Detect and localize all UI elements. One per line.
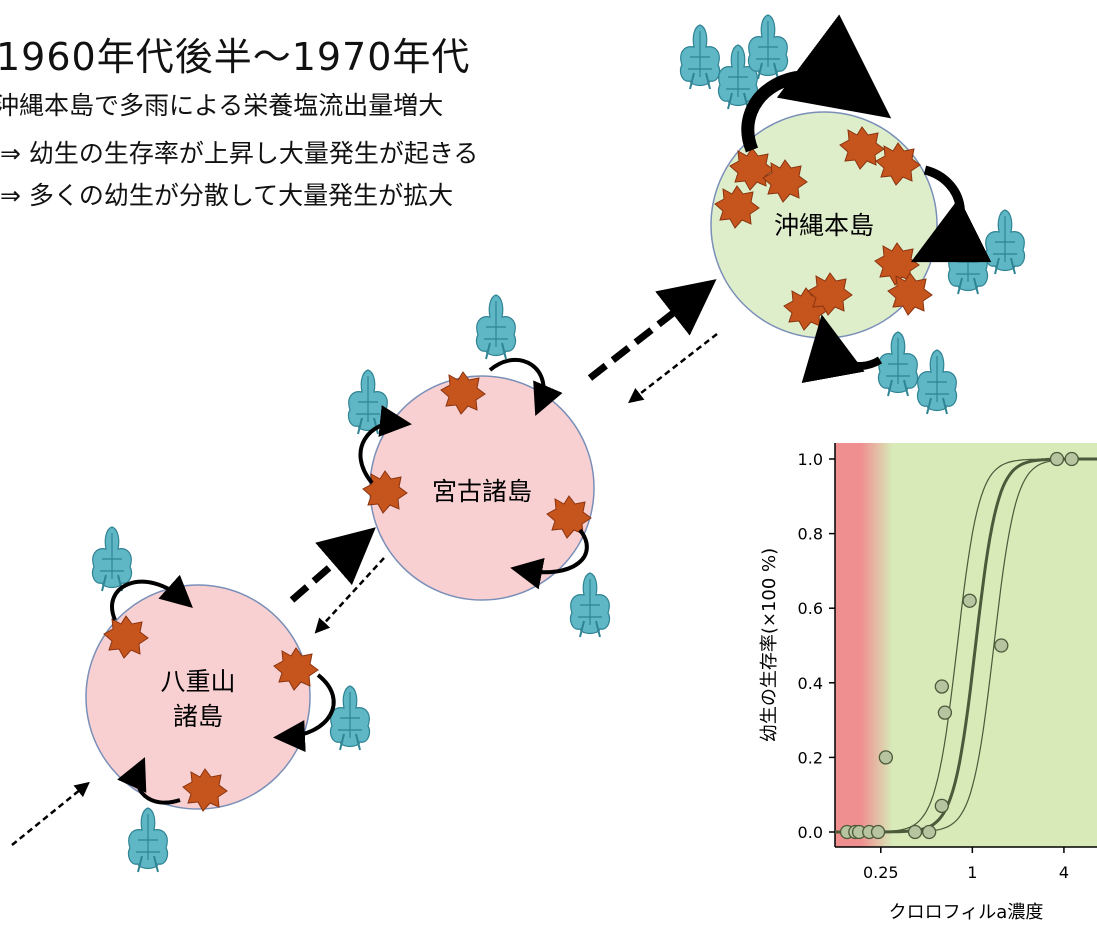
dispersal-arrow-minor [314,557,385,634]
cause-text: 沖縄本島で多雨による栄養塩流出量増大 [0,91,444,120]
dispersal-arrow-minor [11,781,90,846]
larva-icon [679,24,721,90]
y-tick-label: 1.0 [798,450,823,469]
data-point [1049,451,1065,467]
miyako-label: 宮古諸島 [432,477,532,506]
larva-icon [329,685,371,751]
larva-icon [984,209,1026,275]
larva-icon [916,349,958,415]
dispersal-arrow-major [587,279,717,381]
dispersal-arrow-major [289,527,376,603]
dispersal-arrow-minor [628,333,718,404]
effect-text-1: ⇒ 幼生の生存率が上昇し大量発生が起きる [0,139,479,168]
cycle-arrow [488,357,563,417]
data-point [870,824,886,840]
data-point [922,824,937,840]
data-point [962,593,977,608]
cycle-arrow [910,165,992,263]
larva-icon [475,294,517,360]
data-point [934,679,949,694]
y-tick-label: 0.6 [798,599,823,618]
survival-chart: 0.0 0.2 0.4 0.6 0.8 1.0 0.25 1 4 クロロフィルa濃度 幼生の生存… [759,443,1097,923]
y-axis-label: 幼生の生存率(×100 %) [759,548,780,742]
larva-icon [127,807,169,873]
cycle-arrow [117,757,181,805]
larva-icon [569,572,611,638]
y-tick-label: 0.8 [798,525,823,544]
data-point [994,638,1009,653]
y-tick-label: 0.4 [798,674,823,693]
y-tick-label: 0.2 [798,748,823,767]
x-axis-label: クロロフィルa濃度 [889,902,1044,923]
data-point [937,705,953,720]
x-tick-label: 4 [1059,863,1069,882]
x-tick-label: 0.25 [863,863,899,882]
page-title: 1960年代後半〜1970年代 [0,35,471,79]
plot-background [835,443,1097,847]
cycle-arrow [110,574,193,621]
x-tick-label: 1 [967,863,977,882]
larva-icon [747,14,789,80]
cycle-arrow [741,14,892,153]
cycle-arrow [801,314,883,384]
yaeyama-label-line2: 諸島 [173,702,223,731]
yaeyama-label-line1: 八重山 [160,667,235,696]
y-tick-label: 0.0 [798,823,823,842]
larva-icon [877,331,919,397]
effect-text-2: ⇒ 多くの幼生が分散して大量発生が拡大 [0,181,454,210]
data-point [1064,451,1079,467]
cycle-arrow [510,528,589,590]
data-point [907,824,923,840]
cycle-arrow [358,405,412,485]
larva-icon [91,526,133,592]
data-point [934,798,949,814]
cycle-arrow [273,673,336,753]
data-point [878,750,894,765]
okinawa-label: 沖縄本島 [774,211,874,240]
